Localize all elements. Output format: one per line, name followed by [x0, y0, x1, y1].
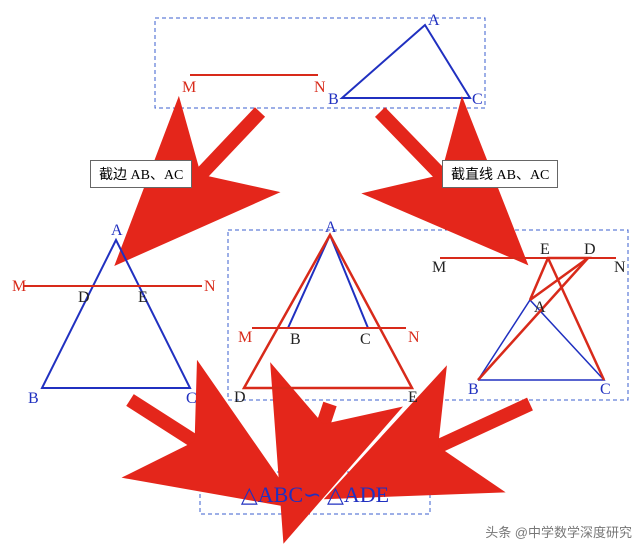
left-triangle-ABC	[42, 240, 190, 388]
label-right: 截直线 AB、AC	[442, 160, 558, 188]
lD: D	[78, 289, 90, 306]
lA: A	[111, 222, 123, 239]
lN: N	[204, 278, 216, 295]
label-right-text: 截直线 AB、AC	[451, 168, 549, 183]
ml-triangle-ADE	[244, 235, 412, 388]
top-triangle	[342, 25, 470, 98]
mr-AE-ext	[548, 258, 604, 380]
mrD: D	[584, 241, 596, 258]
mlA: A	[325, 219, 337, 236]
pt-M-top: M	[182, 79, 196, 96]
lE: E	[138, 289, 148, 306]
mrB: B	[468, 381, 479, 398]
mrA: A	[534, 299, 546, 316]
mlN: N	[408, 329, 420, 346]
lB: B	[28, 390, 39, 407]
mlB: B	[290, 331, 301, 348]
label-left: 截边 AB、AC	[90, 160, 192, 188]
mlD: D	[234, 389, 246, 406]
mid-box	[228, 230, 628, 400]
pt-N-top: N	[314, 79, 326, 96]
label-left-text: 截边 AB、AC	[99, 168, 183, 183]
mlE: E	[408, 389, 418, 406]
lC: C	[186, 390, 197, 407]
mrC: C	[600, 381, 611, 398]
mlM: M	[238, 329, 252, 346]
mlC: C	[360, 331, 371, 348]
diagram-stage: { "colors": { "blue": "#2030c0", "red": …	[0, 0, 640, 547]
lM: M	[12, 278, 26, 295]
watermark: 头条 @中学数学深度研究	[485, 522, 632, 541]
mr-AD-ext	[478, 258, 588, 380]
svg-canvas: M N A B C A B C M N D E A B C M N D E A …	[0, 0, 640, 547]
mrE: E	[540, 241, 550, 258]
result-text: △ABC∽ △ADE	[241, 482, 389, 507]
mrM: M	[432, 259, 446, 276]
mrN: N	[614, 259, 626, 276]
pt-C-top: C	[472, 91, 483, 108]
pt-B-top: B	[328, 91, 339, 108]
pt-A-top: A	[428, 12, 440, 29]
